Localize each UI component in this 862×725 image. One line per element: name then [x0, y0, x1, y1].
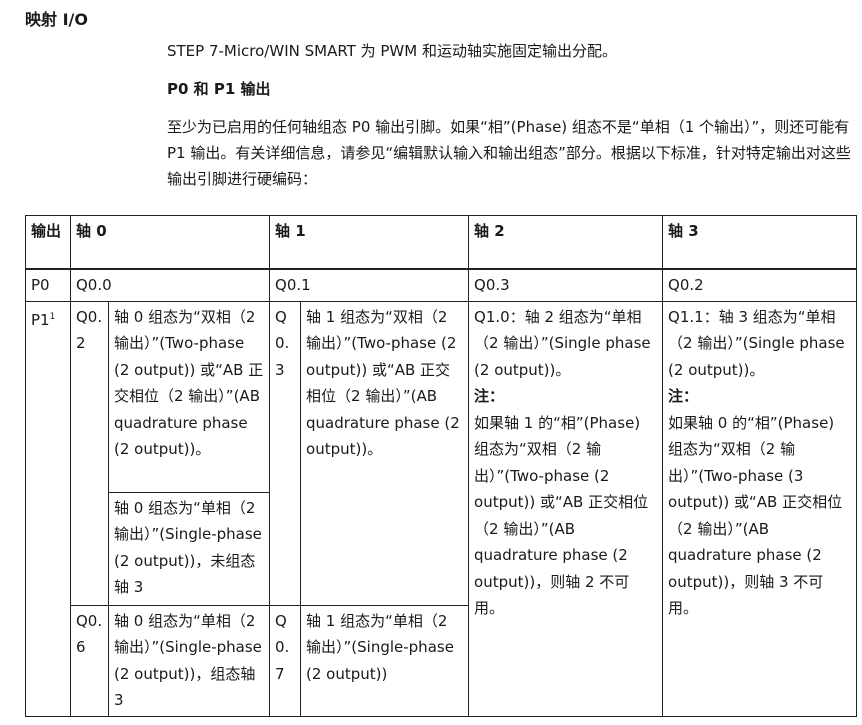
table-header-row: 输出 轴 0 轴 1 轴 2 轴 3 — [25, 215, 858, 270]
cell: Q0.7 — [269, 604, 302, 717]
header-axis0: 轴 0 — [69, 215, 271, 270]
table-row-p0: P0 Q0.0 Q0.1 Q0.3 Q0.2 — [25, 268, 858, 302]
header-output: 输出 — [25, 215, 71, 270]
table-subrow: 轴 0 组态为“单相（2 输出）”(Single-phase (2 output… — [26, 491, 857, 606]
cell: 轴 0 组态为“单相（2 输出）”(Single-phase (2 output… — [107, 491, 271, 606]
cell: 轴 0 组态为“双相（2 输出）”(Two-phase (2 output)) … — [107, 300, 271, 493]
table-row-p1: P11 Q0.2 轴 0 组态为“双相（2 输出）”(Two-phase (2 … — [25, 300, 858, 717]
header-axis3: 轴 3 — [662, 215, 858, 270]
cell: Q0.2 — [662, 268, 858, 302]
cell: Q1.1：轴 3 组态为“单相（2 输出）”(Single phase (2 o… — [662, 300, 858, 717]
header-axis2: 轴 2 — [468, 215, 664, 270]
subheading: P0 和 P1 输出 — [167, 80, 271, 98]
cell: Q1.0：轴 2 组态为“单相（2 输出）”(Single phase (2 o… — [468, 300, 664, 717]
row-label: P11 — [25, 300, 71, 717]
header-axis1: 轴 1 — [269, 215, 470, 270]
footnote-marker: 1 — [49, 311, 56, 322]
cell: 轴 1 组态为“双相（2 输出）”(Two-phase (2 output)) … — [300, 300, 470, 606]
note-label: 注： — [474, 387, 505, 405]
note-label: 注： — [668, 387, 699, 405]
cell: Q0.6 — [70, 604, 109, 717]
cell: 轴 0 组态为“单相（2 输出）”(Single-phase (2 output… — [107, 604, 271, 717]
cell-text: Q1.0：轴 2 组态为“单相（2 输出）”(Single phase (2 o… — [474, 307, 651, 379]
cell-text: Q1.1：轴 3 组态为“单相（2 输出）”(Single phase (2 o… — [668, 307, 845, 379]
cell: Q0.3 — [468, 268, 664, 302]
table-subrow: Q0.6 轴 0 组态为“单相（2 输出）”(Single-phase (2 o… — [26, 604, 857, 717]
cell: Q0.0 — [69, 268, 271, 302]
body-paragraph: 至少为已启用的任何轴组态 P0 输出引脚。如果“相”(Phase) 组态不是“单… — [167, 118, 851, 188]
row-label: P0 — [25, 268, 71, 302]
output-mapping-table: 输出 轴 0 轴 1 轴 2 轴 3 P0 Q0.0 Q0.1 Q0.3 Q0.… — [25, 215, 858, 717]
row-label-text: P1 — [31, 310, 50, 329]
intro-text: STEP 7-Micro/WIN SMART 为 PWM 和运动轴实施固定输出分… — [167, 42, 617, 60]
section-heading: 映射 I/O — [25, 10, 88, 29]
cell: Q0.3 — [269, 300, 302, 606]
note-text: 如果轴 0 的“相”(Phase) 组态为“双相（2 输出）”(Two-phas… — [668, 413, 843, 618]
note-text: 如果轴 1 的“相”(Phase) 组态为“双相（2 输出）”(Two-phas… — [474, 413, 649, 618]
cell: 轴 1 组态为“单相（2 输出）”(Single-phase (2 output… — [300, 604, 470, 717]
cell: Q0.2 — [70, 300, 109, 606]
cell: Q0.1 — [269, 268, 470, 302]
